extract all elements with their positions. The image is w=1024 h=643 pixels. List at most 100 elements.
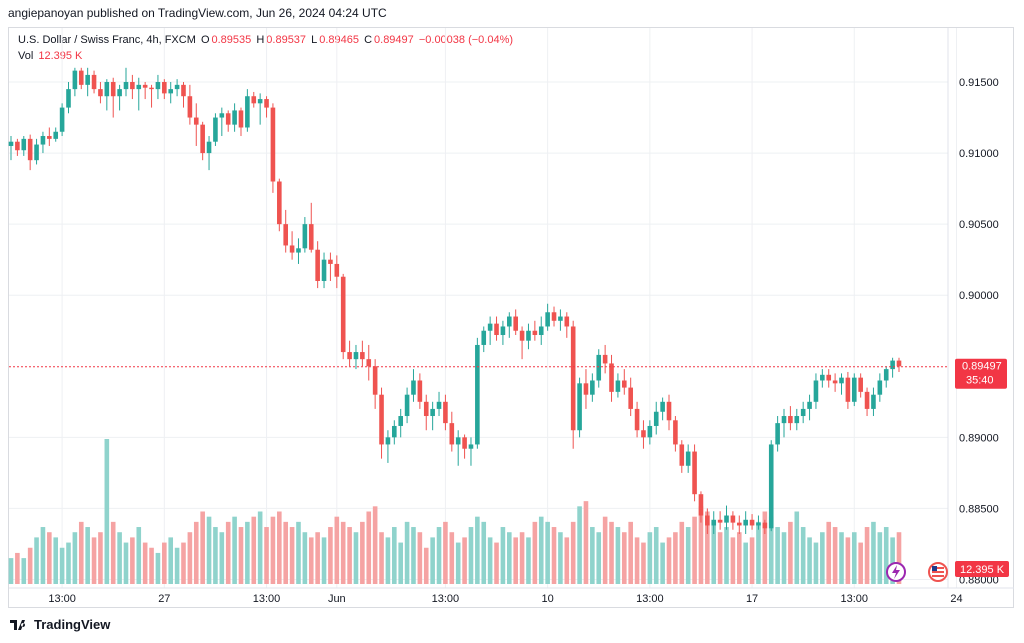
candle-body	[168, 89, 174, 94]
candle-body	[366, 359, 372, 367]
candle	[736, 515, 742, 534]
candle-body	[820, 374, 825, 381]
candle	[455, 430, 461, 466]
volume-bar	[494, 542, 499, 584]
candle-body	[832, 380, 838, 384]
volume-bar	[545, 521, 550, 584]
volume-bar	[257, 511, 263, 584]
volume-bar	[117, 532, 122, 584]
volume-bar	[673, 532, 678, 584]
candle-body	[200, 124, 205, 154]
candle-body	[538, 326, 544, 336]
candle-body	[813, 380, 819, 402]
volume-bar	[187, 532, 193, 584]
candle-body	[430, 408, 435, 417]
candle-body	[398, 416, 403, 426]
volume-bar	[577, 506, 582, 584]
y-tick-label: 0.88500	[959, 503, 999, 515]
volume-bar	[27, 547, 33, 584]
volume-bar	[653, 527, 659, 584]
candle-body	[781, 416, 787, 424]
candle	[289, 231, 295, 260]
change-value: −0.00038 (−0.04%)	[418, 34, 514, 46]
candle	[225, 110, 231, 132]
candle-body	[545, 312, 550, 327]
y-tick-label: 0.90000	[959, 290, 999, 302]
volume-bar	[896, 532, 902, 584]
volume-bar	[130, 537, 135, 584]
volume-bar	[85, 527, 90, 584]
candle-body	[692, 451, 697, 495]
volume-label[interactable]: Vol	[18, 50, 34, 62]
candle-body	[149, 87, 154, 90]
candle-body	[257, 99, 263, 104]
candle-body	[296, 248, 301, 253]
volume-bar	[730, 537, 736, 584]
volume-bar	[724, 527, 729, 584]
candle-body	[225, 113, 231, 125]
candle-body	[308, 224, 314, 250]
candle-body	[666, 401, 672, 421]
candle-body	[736, 522, 742, 526]
candle	[743, 511, 748, 534]
volume-bar	[136, 527, 142, 584]
candle-body	[519, 330, 525, 341]
candle	[596, 349, 602, 388]
candle	[85, 67, 90, 97]
candle	[110, 77, 116, 118]
lightning-event-icon[interactable]	[886, 562, 906, 582]
candle	[564, 312, 570, 338]
candle-body	[59, 107, 65, 132]
candle	[858, 373, 863, 398]
candle	[353, 344, 359, 370]
candle-body	[47, 136, 52, 139]
volume-legend: Vol 12.395 K	[18, 50, 84, 62]
volume-bar	[736, 532, 742, 584]
candle-body	[864, 391, 870, 409]
candle	[136, 77, 142, 111]
candle-body	[756, 522, 761, 526]
x-tick-label: 24	[950, 593, 962, 605]
candle	[538, 316, 544, 345]
volume-bar	[685, 527, 691, 584]
candle-body	[577, 383, 582, 431]
candle	[570, 320, 576, 449]
candle-body	[187, 96, 193, 118]
candle-body	[136, 84, 142, 90]
candle	[328, 252, 333, 281]
candle	[181, 82, 186, 108]
footer-brand[interactable]: TradingView	[10, 617, 110, 632]
volume-bar	[455, 542, 461, 584]
volume-bar	[347, 527, 352, 584]
candle	[385, 430, 391, 463]
volume-bar	[832, 527, 838, 584]
candle	[78, 67, 84, 90]
candle-body	[321, 259, 327, 281]
candle-body	[851, 377, 857, 402]
candle	[398, 408, 403, 438]
candle	[513, 309, 518, 336]
volume-bar	[788, 521, 793, 584]
volume-bar	[245, 521, 250, 584]
volume-bar	[225, 521, 231, 584]
volume-bar	[468, 527, 474, 584]
candle-body	[193, 117, 199, 125]
candle-body	[602, 354, 608, 364]
volume-bar	[475, 516, 480, 584]
candle-body	[123, 82, 129, 90]
candle	[583, 369, 589, 409]
volume-bar	[526, 537, 531, 584]
volume-bar	[507, 532, 512, 584]
volume-bar	[558, 532, 563, 584]
us-flag-event-icon[interactable]	[928, 562, 948, 582]
candle	[104, 79, 110, 111]
candle	[149, 84, 154, 108]
candle	[142, 82, 148, 100]
candle	[200, 121, 205, 161]
candle-body	[749, 519, 755, 526]
candle-body	[647, 425, 653, 438]
volume-bar	[219, 532, 225, 584]
candle	[890, 357, 895, 378]
candle	[27, 134, 33, 171]
